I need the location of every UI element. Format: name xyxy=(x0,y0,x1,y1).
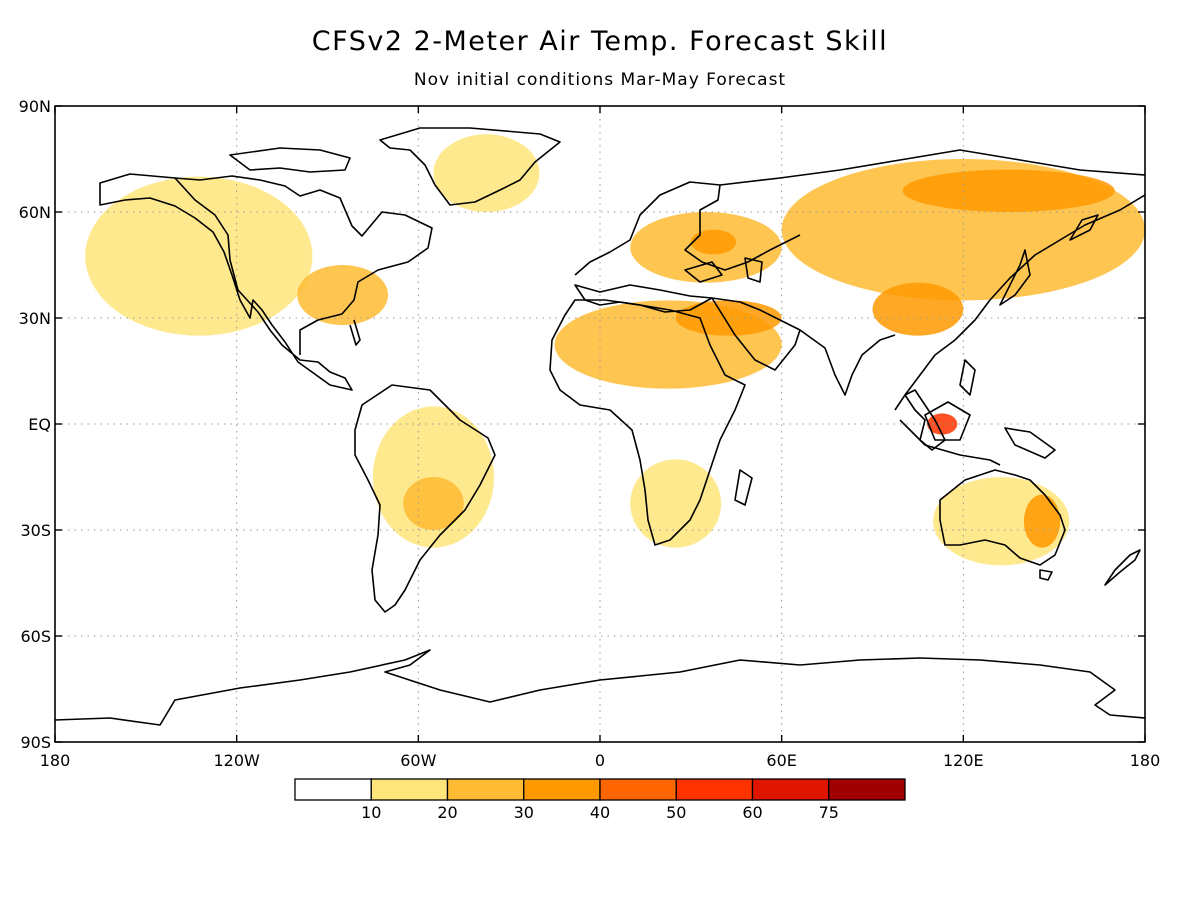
skill-region-4 xyxy=(433,134,540,212)
coastline-africa xyxy=(549,299,746,546)
lon-tick-label: 120E xyxy=(943,751,984,770)
lat-tick-label: 60N xyxy=(19,203,51,222)
coastline-greenland xyxy=(379,127,561,206)
colorbar-label-20: 20 xyxy=(437,803,457,822)
coastline-black-sea xyxy=(684,261,723,283)
coastline-mediterranean xyxy=(574,284,713,313)
colorbar-box-0 xyxy=(294,778,372,801)
colorbar-label-10: 10 xyxy=(361,803,381,822)
skill-region-3 xyxy=(403,477,464,530)
lat-tick-label: 30N xyxy=(19,309,51,328)
coastline-new-zealand xyxy=(1104,549,1141,586)
coastline-kamchatka xyxy=(1069,214,1099,241)
skill-region-12 xyxy=(630,459,722,548)
skill-shading-layer xyxy=(85,134,1145,566)
coastline-philippines xyxy=(959,359,976,396)
colorbar: 10 20 30 40 50 60 75 xyxy=(294,778,906,822)
skill-region-8 xyxy=(690,229,737,255)
coastline-arabia xyxy=(711,297,801,371)
lon-tick-label: 180 xyxy=(40,751,71,770)
colorbar-label-40: 40 xyxy=(590,803,610,822)
coastline-north-america xyxy=(99,173,353,391)
coastline-tasmania xyxy=(1039,569,1053,581)
coastline-asia-north xyxy=(719,149,1145,186)
map-title: CFSv2 2-Meter Air Temp. Forecast Skill xyxy=(311,26,889,57)
lon-tick-label: 120W xyxy=(213,751,260,770)
lon-tick-label: 0 xyxy=(595,751,605,770)
lon-tick-label: 180 xyxy=(1130,751,1161,770)
lat-tick-label: 90N xyxy=(19,97,51,116)
colorbar-label-75: 75 xyxy=(819,803,839,822)
coastline-sumatra-java xyxy=(899,419,1001,466)
colorbar-box-3 xyxy=(523,778,601,801)
lon-tick-label: 60W xyxy=(400,751,436,770)
coastline-north-america-east xyxy=(174,175,433,355)
latitude-labels: 90N 60N 30N EQ 30S 60S 90S xyxy=(19,97,1145,752)
colorbar-box-6 xyxy=(751,778,830,801)
coastline-japan xyxy=(999,249,1031,306)
skill-region-14 xyxy=(1023,494,1061,548)
skill-region-10 xyxy=(902,169,1115,212)
colorbar-label-50: 50 xyxy=(666,803,686,822)
coastline-india xyxy=(799,329,896,396)
colorbar-label-60: 60 xyxy=(742,803,762,822)
colorbar-box-5 xyxy=(675,778,754,801)
coastline-caspian xyxy=(744,257,763,283)
colorbar-box-7 xyxy=(828,778,906,801)
coastlines xyxy=(55,127,1145,726)
coastline-south-america xyxy=(354,384,496,613)
lat-tick-label: EQ xyxy=(28,415,51,434)
skill-region-6 xyxy=(675,300,782,336)
lat-tick-label: 30S xyxy=(20,521,51,540)
coastline-australia xyxy=(939,469,1066,566)
coastline-borneo xyxy=(924,401,971,441)
map-subtitle: Nov initial conditions Mar-May Forecast xyxy=(413,70,787,90)
coastline-arctic-islands xyxy=(229,147,351,173)
colorbar-box-1 xyxy=(370,778,449,801)
colorbar-box-4 xyxy=(599,778,677,801)
skill-region-1 xyxy=(297,265,389,326)
lat-tick-label: 90S xyxy=(20,733,51,752)
coastline-antarctica xyxy=(55,649,1145,726)
lon-tick-label: 60E xyxy=(766,751,796,770)
coastline-europe xyxy=(574,181,801,276)
lat-tick-label: 60S xyxy=(20,627,51,646)
skill-region-11 xyxy=(872,282,964,336)
colorbar-label-30: 30 xyxy=(514,803,534,822)
skill-region-0 xyxy=(85,176,313,336)
coastline-madagascar xyxy=(734,469,753,506)
colorbar-box-2 xyxy=(446,778,525,801)
longitude-labels: 180 120W 60W 0 60E 120E 180 xyxy=(40,106,1161,770)
coastline-florida xyxy=(349,319,361,346)
coastline-asia-east xyxy=(894,194,1145,411)
coastline-indochina xyxy=(904,389,946,451)
coastline-new-guinea xyxy=(1004,427,1056,459)
